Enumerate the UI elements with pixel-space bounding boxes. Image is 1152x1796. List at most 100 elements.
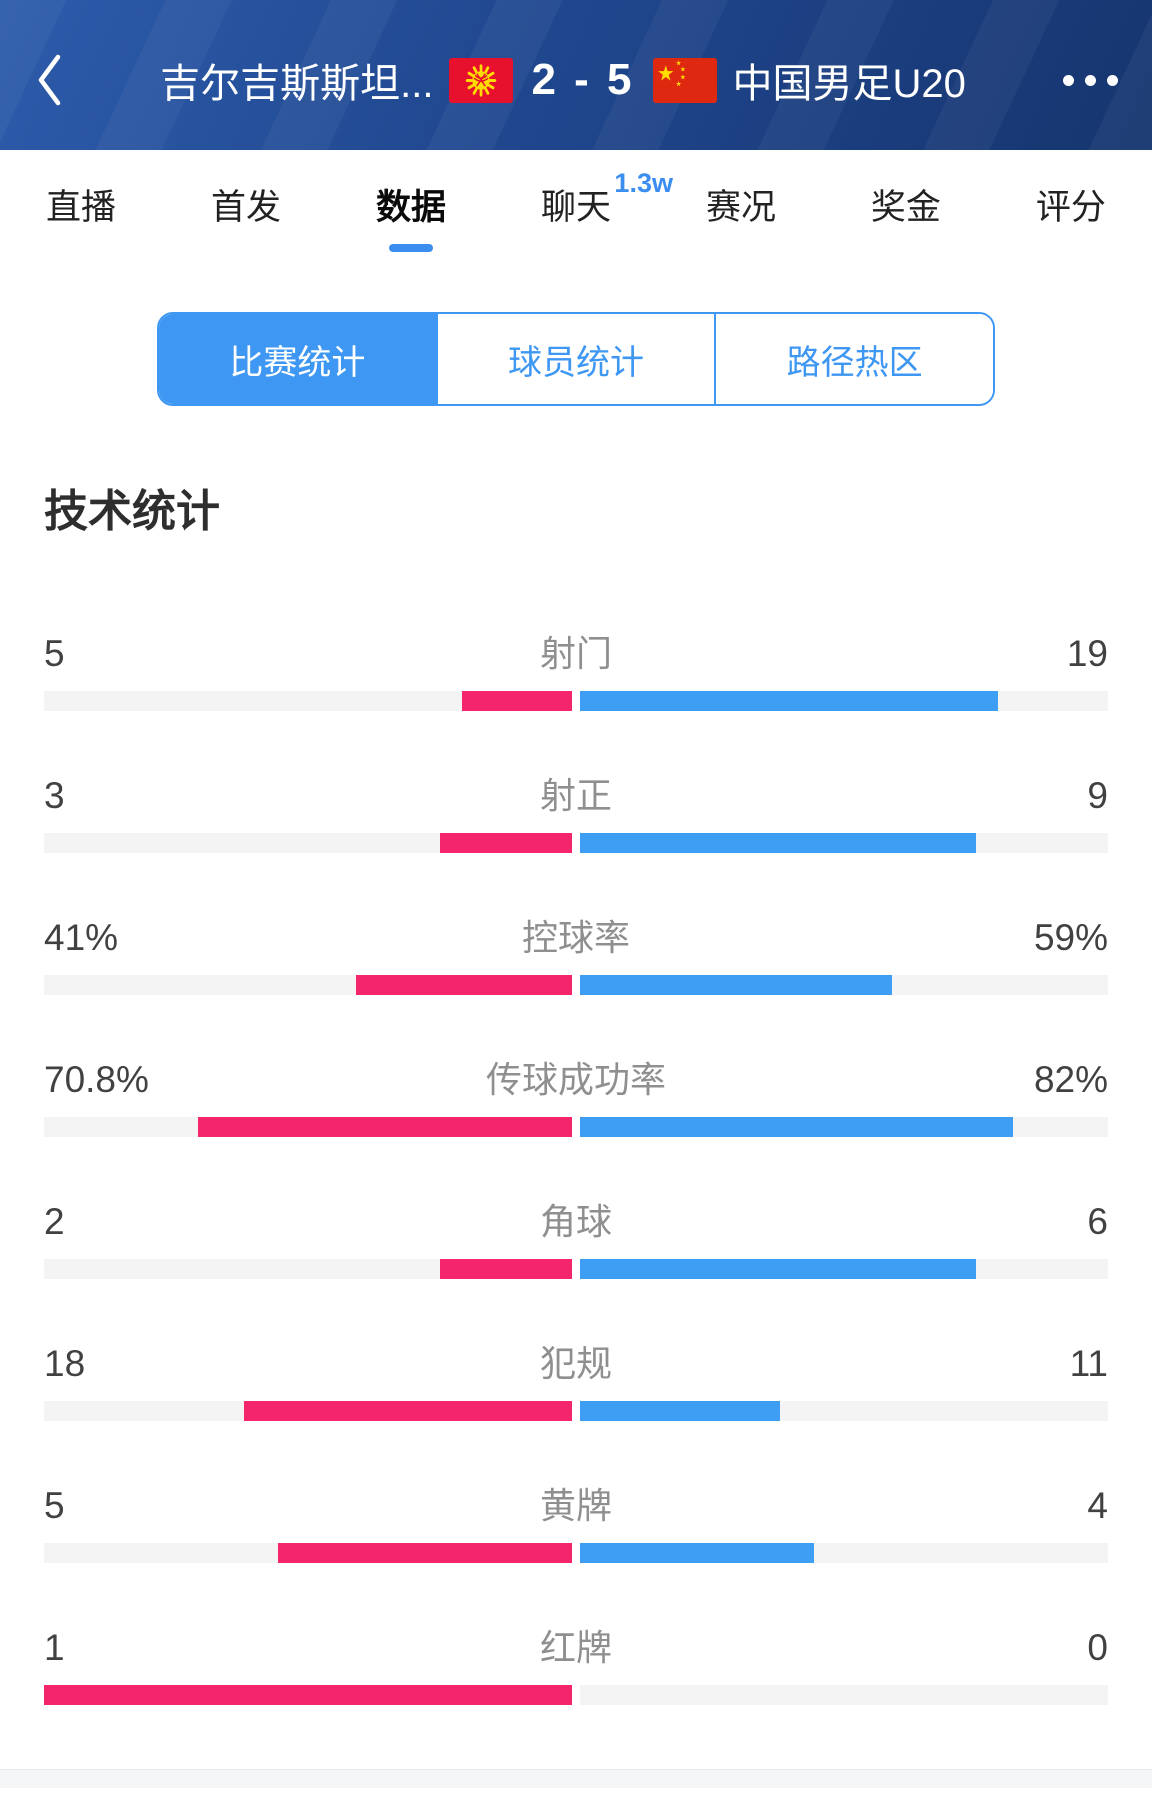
section-title: 技术统计 — [44, 487, 220, 536]
stat-label: 控球率 — [521, 917, 630, 958]
away-bar-track — [580, 1259, 1108, 1279]
tab-label: 首发 — [210, 187, 281, 227]
home-bar-fill — [244, 1401, 572, 1421]
segment-比赛统计[interactable]: 比赛统计 — [159, 314, 436, 404]
tab-bar: 直播 首发 数据 聊天 1.3w 赛况 奖金 评分 — [0, 150, 1152, 258]
stats-list: 射门 5 19 射正 3 9 控球率 41% 59% 传球成功率 — [0, 633, 1152, 1705]
stat-label: 射门 — [539, 633, 612, 674]
home-value: 1 — [44, 1627, 65, 1668]
tab-label: 直播 — [46, 187, 117, 227]
china-flag-icon — [652, 57, 717, 103]
more-button[interactable] — [1048, 55, 1118, 106]
away-value: 6 — [1087, 1201, 1108, 1242]
stats-segmented-control: 比赛统计 球员统计 路径热区 — [157, 312, 995, 406]
home-value: 70.8% — [44, 1059, 149, 1100]
stat-row: 犯规 18 11 — [0, 1343, 1152, 1421]
segment-球员统计[interactable]: 球员统计 — [435, 314, 715, 404]
away-value: 82% — [1033, 1059, 1108, 1100]
home-value: 5 — [44, 633, 65, 674]
home-bar-track — [44, 1685, 572, 1705]
tab-聊天[interactable]: 聊天 1.3w — [540, 150, 673, 258]
stat-row: 控球率 41% 59% — [0, 917, 1152, 995]
away-value: 19 — [1066, 633, 1108, 674]
tab-label: 聊天 — [540, 187, 611, 227]
home-bar-fill — [355, 975, 572, 995]
away-bar-fill — [580, 1401, 781, 1421]
stat-label: 黄牌 — [539, 1485, 612, 1526]
match-header: 吉尔吉斯斯坦... 2 - 5 — [0, 0, 1152, 150]
home-bar-track — [44, 1117, 572, 1137]
away-bar-track — [580, 975, 1108, 995]
away-bar-fill — [580, 1117, 1013, 1137]
home-value: 3 — [44, 775, 65, 816]
home-bar-fill — [278, 1543, 572, 1563]
away-team-name: 中国男足U20 — [732, 62, 966, 106]
segment-label: 比赛统计 — [229, 343, 366, 382]
stat-label: 角球 — [539, 1201, 612, 1242]
segment-label: 球员统计 — [508, 343, 644, 382]
home-bar-fill — [440, 833, 572, 853]
away-bar-track — [580, 1685, 1108, 1705]
stat-row: 黄牌 5 4 — [0, 1485, 1152, 1563]
away-value: 0 — [1087, 1627, 1108, 1668]
tab-label: 赛况 — [705, 187, 776, 227]
stat-label: 射正 — [539, 775, 612, 816]
home-value: 2 — [44, 1201, 65, 1242]
home-bar-track — [44, 1401, 572, 1421]
tab-label: 奖金 — [870, 187, 941, 227]
home-value: 18 — [44, 1343, 86, 1384]
chevron-left-icon — [38, 54, 61, 106]
tab-badge: 1.3w — [614, 168, 673, 198]
away-bar-track — [580, 691, 1108, 711]
home-bar-track — [44, 1259, 572, 1279]
away-bar-fill — [580, 975, 892, 995]
tab-label: 评分 — [1035, 187, 1106, 227]
stat-label: 犯规 — [539, 1343, 612, 1384]
tab-数据[interactable]: 数据 — [376, 150, 446, 258]
home-bar-fill — [198, 1117, 572, 1137]
away-bar-fill — [580, 833, 976, 853]
away-bar-track — [580, 1543, 1108, 1563]
stat-label: 传球成功率 — [485, 1059, 666, 1100]
stat-row: 角球 2 6 — [0, 1201, 1152, 1279]
stat-row: 传球成功率 70.8% 82% — [0, 1059, 1152, 1137]
active-tab-underline — [388, 244, 433, 252]
home-team-name: 吉尔吉斯斯坦... — [160, 62, 434, 106]
away-value: 9 — [1087, 775, 1108, 816]
stat-label: 红牌 — [539, 1627, 612, 1668]
segment-路径热区[interactable]: 路径热区 — [714, 314, 993, 404]
away-value: 11 — [1069, 1343, 1108, 1384]
tab-直播[interactable]: 直播 — [46, 150, 116, 258]
away-bar-track — [580, 1117, 1108, 1137]
away-value: 4 — [1087, 1485, 1108, 1526]
kyrgyzstan-flag-icon — [449, 57, 514, 103]
stat-row: 射正 3 9 — [0, 775, 1152, 853]
stat-row: 射门 5 19 — [0, 633, 1152, 711]
tab-赛况[interactable]: 赛况 — [706, 150, 776, 258]
home-value: 41% — [44, 917, 119, 958]
bottom-divider-strip — [0, 1769, 1152, 1788]
tab-奖金[interactable]: 奖金 — [871, 150, 941, 258]
away-bar-fill — [580, 1543, 815, 1563]
away-bar-fill — [580, 691, 999, 711]
home-bar-track — [44, 975, 572, 995]
home-bar-fill — [462, 691, 572, 711]
ellipsis-icon — [1063, 74, 1074, 86]
tab-评分[interactable]: 评分 — [1036, 150, 1106, 258]
score: 2 - 5 — [531, 55, 635, 104]
home-bar-track — [44, 1543, 572, 1563]
match-title: 吉尔吉斯斯坦... 2 - 5 — [78, 51, 1048, 109]
stat-row: 红牌 1 0 — [0, 1627, 1152, 1705]
home-bar-track — [44, 691, 572, 711]
away-value: 59% — [1033, 917, 1108, 958]
tab-首发[interactable]: 首发 — [211, 150, 281, 258]
tab-label: 数据 — [375, 187, 446, 227]
home-bar-track — [44, 833, 572, 853]
segment-label: 路径热区 — [786, 343, 923, 382]
back-button[interactable] — [34, 52, 78, 108]
home-value: 5 — [44, 1485, 65, 1526]
home-bar-fill — [440, 1259, 572, 1279]
away-bar-track — [580, 833, 1108, 853]
home-bar-fill — [44, 1685, 572, 1705]
away-bar-fill — [580, 1259, 976, 1279]
